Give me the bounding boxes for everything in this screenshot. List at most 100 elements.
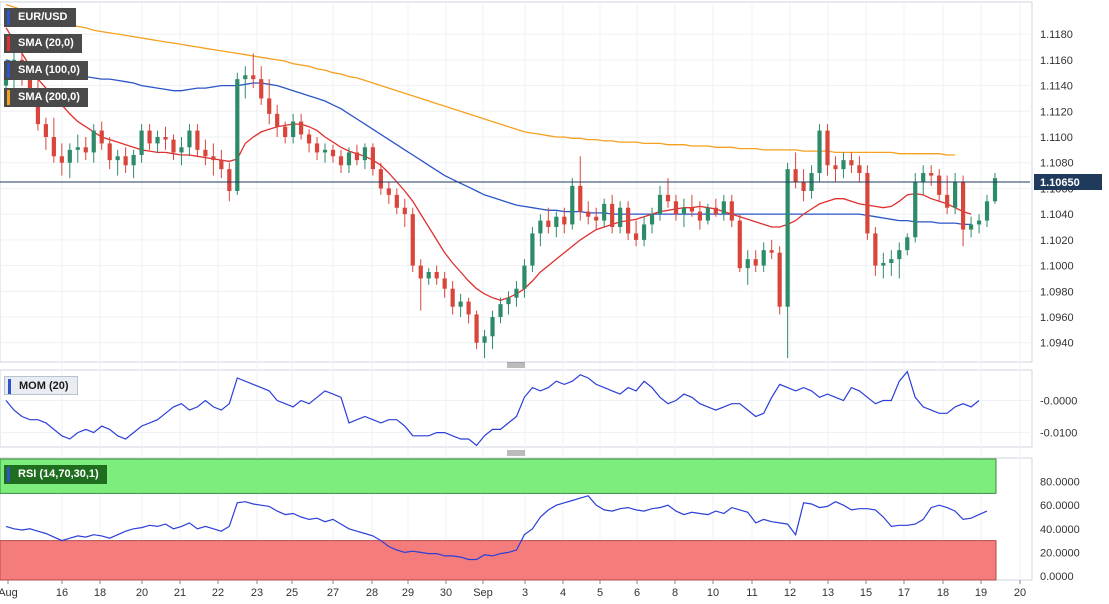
candle-body [394, 194, 399, 208]
candle-body [697, 211, 702, 221]
date-tick-label: 13 [822, 587, 834, 599]
date-tick-label: 21 [174, 587, 186, 599]
pair-label[interactable]: EUR/USD [4, 8, 76, 27]
candle-body [35, 92, 41, 125]
candle-body [131, 155, 136, 166]
candle-body [426, 272, 431, 279]
candle-body [418, 265, 423, 279]
candle-body [586, 211, 591, 217]
rsi-tick-label: 60.0000 [1040, 500, 1080, 512]
date-tick-label: 18 [94, 587, 106, 599]
mom-tick-label: -0.0100 [1040, 428, 1077, 440]
candle-body [195, 130, 200, 150]
candle-body [330, 149, 336, 157]
candle-body [187, 130, 192, 148]
candle-body [267, 98, 272, 114]
candle-body [618, 207, 623, 227]
candle-body [59, 156, 64, 163]
candle-body [227, 169, 232, 191]
candle-body [83, 147, 88, 153]
candle-body [626, 207, 631, 234]
candle-body [235, 79, 240, 191]
candle-body [378, 169, 383, 189]
candle-body [179, 147, 184, 153]
candle-body [562, 216, 567, 225]
candle-body [610, 203, 615, 227]
candle-body [283, 126, 288, 137]
candle-body [75, 147, 80, 150]
date-tick-label: 4 [560, 587, 566, 599]
candle-body [681, 207, 687, 215]
date-axis: Aug 16 18 20 21 22 23 25 27 28 29 30 Sep 3 4 5 6 8 10 11 12 1… [0, 580, 1026, 599]
price-tick-label: 1.1040 [1040, 209, 1074, 221]
candle-body [522, 265, 527, 289]
sma200-line [5, 3, 956, 156]
candle-body [299, 121, 304, 135]
rsi-overbought-zone [0, 458, 997, 494]
candle-body [251, 75, 256, 80]
candle-body [474, 314, 479, 343]
candle-body [960, 182, 966, 230]
price-tick-label: 1.1140 [1040, 81, 1073, 93]
candle-body [314, 143, 320, 153]
candle-body [410, 214, 415, 266]
date-tick-label: 29 [402, 587, 414, 599]
candle-body [713, 207, 718, 215]
candle-body [67, 149, 72, 163]
date-tick-label: 15 [860, 587, 872, 599]
candle-body [514, 288, 519, 298]
rsi-tick-label: 0.0000 [1040, 571, 1074, 583]
mom-label[interactable]: MOM (20) [4, 376, 78, 395]
mom-panel-frame [0, 369, 1033, 448]
candle-body [793, 169, 798, 182]
rsi-tick-label: 40.0000 [1040, 524, 1080, 536]
candle-body [753, 259, 758, 266]
candle-body [833, 165, 838, 170]
candle-body [578, 185, 583, 212]
price-tick-label: 1.1020 [1040, 235, 1074, 247]
candle-body [945, 194, 950, 208]
candle-body [107, 143, 112, 161]
price-tick-label: 1.1120 [1040, 106, 1073, 118]
sma20-label[interactable]: SMA (20,0) [4, 34, 82, 53]
price-tick-label: 1.1160 [1040, 55, 1073, 67]
candle-body [825, 130, 830, 166]
rsi-line [5, 495, 988, 561]
candle-body [554, 216, 559, 227]
candle-body [490, 317, 495, 337]
sma200-label-text: SMA (200,0) [18, 91, 80, 103]
sma200-label[interactable]: SMA (200,0) [4, 88, 88, 107]
date-tick-label: 28 [366, 587, 378, 599]
pair-label-text: EUR/USD [18, 11, 68, 23]
date-tick-label: 5 [597, 587, 603, 599]
candle-body [442, 278, 447, 289]
date-tick-label: 20 [136, 587, 148, 599]
candle-body [155, 137, 160, 144]
candle-body [570, 185, 575, 225]
date-tick-label: 16 [56, 587, 68, 599]
candle-body [354, 152, 360, 161]
candle-body [857, 165, 862, 173]
date-tick-label: 23 [251, 587, 263, 599]
candle-body [817, 130, 822, 173]
rsi-oversold-zone [0, 540, 997, 581]
candle-body [115, 156, 120, 161]
sma20-label-text: SMA (20,0) [18, 37, 74, 49]
rsi-label-text: RSI (14,70,30,1) [18, 468, 99, 480]
candle-body [259, 79, 264, 99]
candle-body [705, 207, 710, 221]
candle-body [466, 301, 471, 315]
rsi-tick-label: 80.0000 [1040, 477, 1080, 489]
candle-body [306, 134, 312, 144]
candle-body [737, 220, 742, 269]
candle-body [322, 149, 328, 153]
rsi-label[interactable]: RSI (14,70,30,1) [4, 465, 107, 484]
candle-body [498, 304, 503, 317]
rsi-tick-label: 20.0000 [1040, 547, 1080, 559]
candle-body [139, 130, 144, 155]
date-tick-label: 30 [440, 587, 452, 599]
candle-body [163, 137, 168, 140]
candle-body [546, 220, 551, 227]
candle-body [458, 301, 463, 307]
sma100-label[interactable]: SMA (100,0) [4, 61, 88, 80]
